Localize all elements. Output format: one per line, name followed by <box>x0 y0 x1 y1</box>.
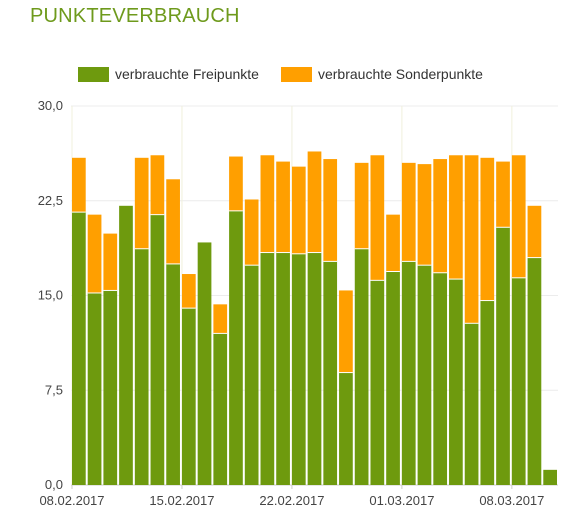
bar-special[interactable] <box>480 157 495 301</box>
bars-group <box>72 151 557 485</box>
bar-special[interactable] <box>181 274 196 309</box>
y-tick-label: 0,0 <box>45 477 63 492</box>
bar-free[interactable] <box>197 242 212 485</box>
bar-special[interactable] <box>339 290 353 373</box>
legend-label-special: verbrauchte Sonderpunkte <box>317 66 483 82</box>
bar-special[interactable] <box>276 161 290 253</box>
bar-special[interactable] <box>134 157 149 249</box>
legend-swatch-free <box>78 66 109 82</box>
bar-special[interactable] <box>511 155 526 278</box>
bar-special[interactable] <box>386 214 400 272</box>
bar-free[interactable] <box>527 257 542 485</box>
bar-free[interactable] <box>103 290 118 485</box>
bar-free[interactable] <box>244 265 259 485</box>
bar-free[interactable] <box>291 253 306 485</box>
x-tick-label: 01.03.2017 <box>369 493 434 508</box>
bar-special[interactable] <box>496 161 510 228</box>
bar-free[interactable] <box>276 252 290 485</box>
y-tick-label: 15,0 <box>38 288 63 303</box>
x-tick-label: 22.02.2017 <box>259 493 324 508</box>
bar-free[interactable] <box>87 292 102 485</box>
x-tick-label: 15.02.2017 <box>149 493 214 508</box>
bar-free[interactable] <box>386 271 400 485</box>
bar-special[interactable] <box>166 179 180 264</box>
bar-free[interactable] <box>72 212 86 485</box>
chart-legend: verbrauchte Freipunkte verbrauchte Sonde… <box>78 66 505 82</box>
bar-free[interactable] <box>449 279 463 485</box>
bar-special[interactable] <box>354 162 369 249</box>
bar-special[interactable] <box>260 155 275 253</box>
bar-free[interactable] <box>417 265 432 485</box>
bar-special[interactable] <box>244 199 259 266</box>
bar-free[interactable] <box>229 210 243 485</box>
bar-special[interactable] <box>433 159 448 273</box>
bar-special[interactable] <box>307 151 322 253</box>
bar-free[interactable] <box>134 248 149 485</box>
bar-special[interactable] <box>150 155 165 215</box>
bar-special[interactable] <box>229 156 243 211</box>
legend-swatch-special <box>280 66 312 82</box>
bar-free[interactable] <box>119 205 133 485</box>
bar-free[interactable] <box>166 263 180 485</box>
bar-special[interactable] <box>323 159 338 262</box>
bar-special[interactable] <box>370 155 385 281</box>
y-tick-label: 30,0 <box>38 98 63 113</box>
y-tick-label: 7,5 <box>45 382 63 397</box>
x-tick-label: 08.03.2017 <box>479 493 544 508</box>
bar-free[interactable] <box>181 308 196 485</box>
legend-item-special[interactable]: verbrauchte Sonderpunkte <box>280 66 483 82</box>
bar-special[interactable] <box>417 164 432 266</box>
bar-special[interactable] <box>527 205 542 258</box>
bar-free[interactable] <box>339 372 353 485</box>
y-tick-label: 22,5 <box>38 193 63 208</box>
legend-item-free[interactable]: verbrauchte Freipunkte <box>78 66 259 82</box>
bar-free[interactable] <box>307 252 322 485</box>
bar-special[interactable] <box>72 157 86 213</box>
bar-free[interactable] <box>543 469 557 485</box>
bar-free[interactable] <box>213 333 228 485</box>
bar-free[interactable] <box>354 248 369 485</box>
bar-special[interactable] <box>449 155 463 280</box>
bar-free[interactable] <box>260 252 275 485</box>
bar-free[interactable] <box>433 272 448 485</box>
bar-free[interactable] <box>150 214 165 485</box>
bar-free[interactable] <box>464 323 479 485</box>
chart-title: PUNKTEVERBRAUCH <box>30 5 240 27</box>
bar-free[interactable] <box>480 300 495 485</box>
bar-special[interactable] <box>87 214 102 293</box>
bar-free[interactable] <box>511 277 526 485</box>
bar-special[interactable] <box>291 166 306 254</box>
bar-free[interactable] <box>496 227 510 485</box>
bar-special[interactable] <box>401 162 416 262</box>
x-axis: 08.02.2017 15.02.2017 22.02.2017 01.03.2017… <box>39 485 544 508</box>
bar-special[interactable] <box>464 155 479 324</box>
bar-free[interactable] <box>370 280 385 485</box>
legend-label-free: verbrauchte Freipunkte <box>115 66 259 82</box>
bar-special[interactable] <box>103 233 118 291</box>
bar-free[interactable] <box>401 261 416 485</box>
bar-free[interactable] <box>323 261 338 485</box>
y-axis: 0,0 7,5 15,0 22,5 30,0 <box>38 98 63 492</box>
bar-special[interactable] <box>213 304 228 334</box>
x-tick-label: 08.02.2017 <box>39 493 104 508</box>
